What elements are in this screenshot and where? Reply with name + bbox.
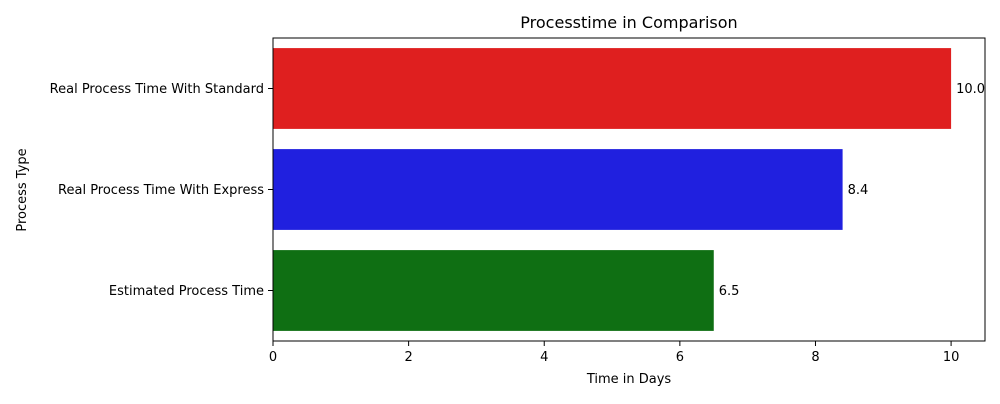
bar-1 bbox=[273, 48, 952, 129]
chart-title: Processtime in Comparison bbox=[520, 13, 737, 32]
x-tick-label: 0 bbox=[269, 350, 277, 365]
y-tick-label: Estimated Process Time bbox=[109, 284, 264, 299]
data-label: 6.5 bbox=[719, 284, 740, 299]
x-tick-label: 2 bbox=[404, 350, 412, 365]
data-label: 10.0 bbox=[956, 82, 985, 97]
bar-2 bbox=[273, 149, 843, 230]
y-tick-label: Real Process Time With Express bbox=[58, 183, 264, 198]
x-tick-label: 10 bbox=[943, 350, 960, 365]
x-tick-label: 4 bbox=[540, 350, 548, 365]
x-axis-label: Time in Days bbox=[586, 372, 672, 387]
y-axis-label: Process Type bbox=[15, 148, 30, 231]
x-tick-label: 8 bbox=[811, 350, 819, 365]
axes-frame bbox=[272, 37, 986, 342]
x-tick-label: 6 bbox=[676, 350, 684, 365]
bar-3 bbox=[273, 250, 714, 331]
data-label: 8.4 bbox=[848, 183, 869, 198]
y-tick-label: Real Process Time With Standard bbox=[50, 82, 264, 97]
plot-area: Real Process Time With Standard 10.0 Real … bbox=[50, 37, 986, 365]
